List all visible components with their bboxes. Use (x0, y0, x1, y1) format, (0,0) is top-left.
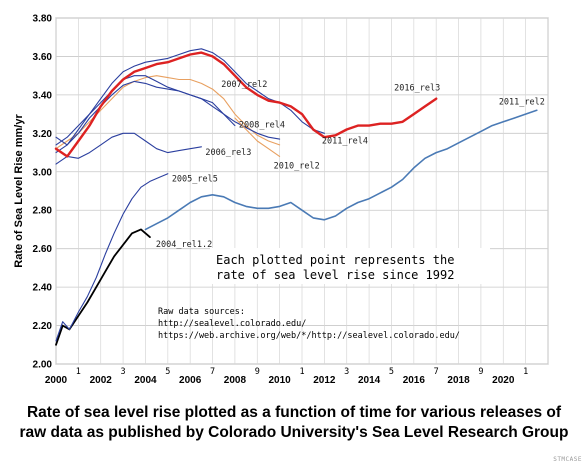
series-label-2016_rel3: 2016_rel3 (394, 84, 440, 94)
x-minor-tick-label: 1 (76, 367, 81, 377)
series-line-2008_rel4 (55, 80, 236, 154)
grid-layer (55, 17, 549, 365)
series-label-2011_rel4: 2011_rel4 (322, 136, 368, 146)
series-label-layer: 2016_rel3 2011_rel2 2007_rel2 2008_rel4 2011… (156, 80, 545, 250)
figure-caption-line-2: raw data as published by Colorado Univer… (19, 424, 569, 441)
series-line-2016_rel3 (54, 51, 438, 158)
series-label-2005_rel5: 2005_rel5 (172, 175, 218, 185)
series-layer (54, 48, 538, 346)
series-label-2008_rel4: 2008_rel4 (239, 121, 285, 131)
y-tick-label: 2.60 (33, 244, 53, 255)
y-tick-label: 3.40 (33, 90, 53, 101)
x-tick-label: 2000 (45, 375, 68, 386)
data-sources-line: Raw data sources: (158, 307, 245, 317)
x-tick-label: 2014 (358, 375, 381, 386)
series-line-2011_rel2 (144, 109, 538, 231)
x-tick-label: 2012 (313, 375, 336, 386)
y-tick-label: 3.80 (33, 14, 53, 25)
x-tick-label: 2006 (179, 375, 202, 386)
x-minor-tick-label: 1 (523, 367, 528, 377)
y-tick-label: 2.80 (33, 206, 53, 217)
y-tick-label: 2.00 (33, 360, 53, 371)
x-tick-label: 2008 (224, 375, 247, 386)
series-label-2011_rel2: 2011_rel2 (499, 97, 545, 107)
series-label-2004_rel1-2: 2004_rel1.2 (156, 240, 212, 250)
x-minor-tick-label: 9 (255, 367, 260, 377)
x-tick-label: 2018 (447, 375, 470, 386)
data-sources-line: https://web.archive.org/web/*/http://sea… (158, 331, 460, 341)
sea-level-rate-chart: 2016_rel3 2011_rel2 2007_rel2 2008_rel4 2011… (13, 14, 549, 387)
y-tick-label: 3.00 (33, 167, 53, 178)
y-axis-label: Rate of Sea Level Rise mm/yr (13, 114, 25, 268)
note-box (210, 248, 490, 284)
x-tick-label: 2016 (403, 375, 426, 386)
series-line-2005_rel5 (55, 173, 169, 342)
series-label-2006_rel3: 2006_rel3 (205, 148, 251, 158)
x-minor-tick-label: 3 (121, 367, 126, 377)
x-minor-tick-label: 7 (210, 367, 215, 377)
x-tick-label: 2004 (134, 375, 157, 386)
x-minor-tick-label: 7 (434, 367, 439, 377)
x-tick-label: 2002 (90, 375, 113, 386)
axis-layer: 2.00 2.20 2.40 2.60 2.80 3.00 3.20 3.40 3.60 3.80… (13, 14, 528, 387)
series-label-2010_rel2: 2010_rel2 (274, 161, 320, 171)
x-minor-tick-label: 1 (299, 367, 304, 377)
x-minor-tick-label: 3 (344, 367, 349, 377)
y-tick-label: 3.60 (33, 52, 53, 63)
note-line: Each plotted point represents the (216, 253, 454, 267)
x-tick-label: 2010 (269, 375, 292, 386)
y-tick-label: 2.40 (33, 283, 53, 294)
x-minor-tick-label: 5 (165, 367, 170, 377)
series-label-2007_rel2: 2007_rel2 (221, 80, 267, 90)
x-minor-tick-label: 5 (389, 367, 394, 377)
figure-caption-line-1: Rate of sea level rise plotted as a func… (26, 404, 562, 421)
note-line: rate of sea level rise since 1992 (216, 268, 454, 282)
y-tick-label: 2.20 (33, 321, 53, 332)
series-line-2010_rel2_extension (234, 117, 281, 157)
x-tick-label: 2020 (492, 375, 515, 386)
x-minor-tick-label: 9 (478, 367, 483, 377)
data-sources-line: http://sealevel.colorado.edu/ (158, 319, 306, 329)
watermark: STMCASE (553, 456, 582, 463)
series-line-2006_rel3 (55, 132, 202, 165)
y-tick-label: 3.20 (33, 129, 53, 140)
